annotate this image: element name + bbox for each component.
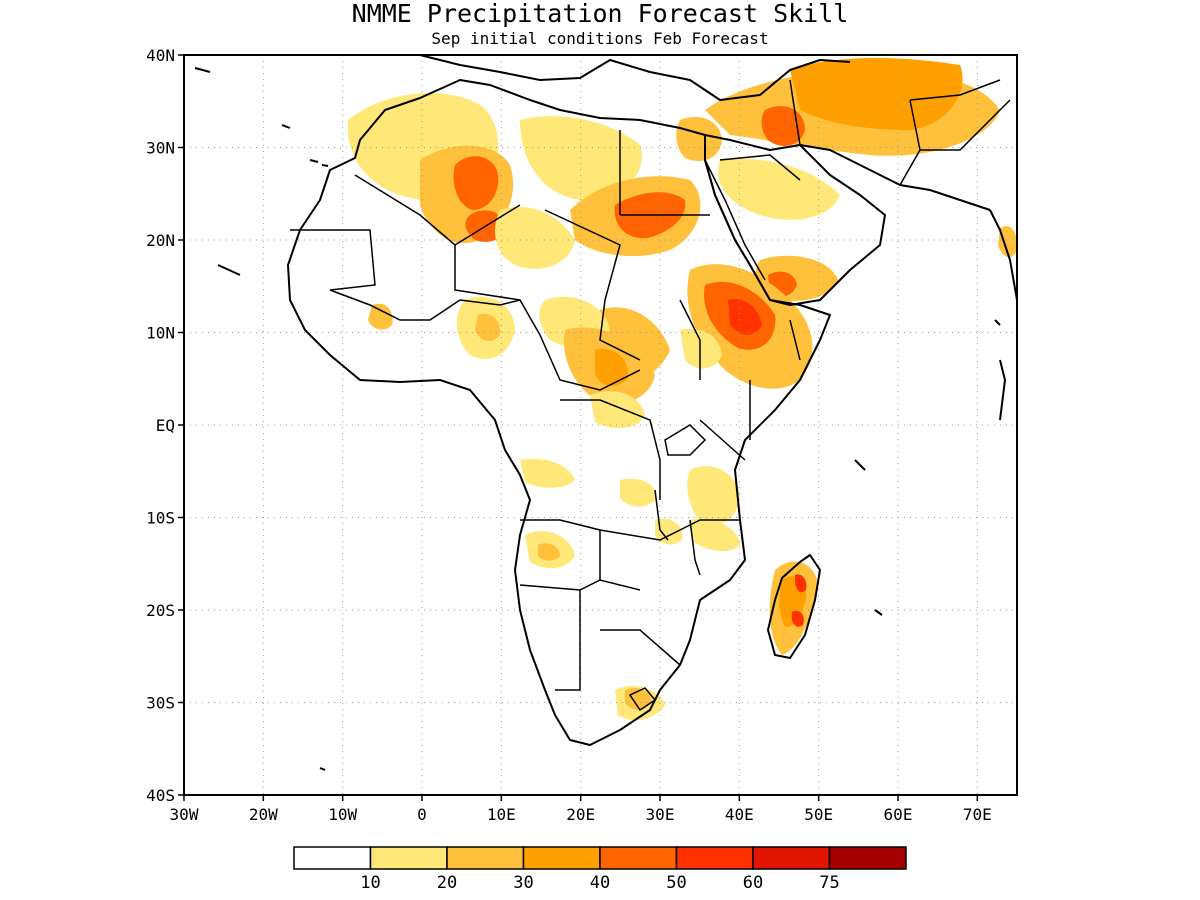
- skill-area-nigeria-core: [475, 313, 501, 342]
- lon-tick-label: 0: [417, 805, 427, 824]
- border-afghanistan: [909, 79, 1001, 101]
- color-legend: 10 20 30 40 50 60 75: [293, 846, 907, 893]
- colorbar-label: 75: [819, 873, 839, 893]
- india-coastline: [989, 209, 1017, 301]
- lon-tick-label: 30W: [170, 805, 199, 824]
- lon-tick-label: 20E: [566, 805, 595, 824]
- colorbar-label: 40: [590, 873, 610, 893]
- border-red-sea: [704, 159, 766, 281]
- lon-tick-label: 20W: [249, 805, 278, 824]
- skill-area-drc-north: [590, 391, 645, 429]
- lat-tick-label: 10N: [146, 324, 175, 343]
- lon-tick-label: 10E: [487, 805, 516, 824]
- colorbar-label: 10: [360, 873, 380, 893]
- colorbar-swatch: [369, 846, 448, 870]
- colorbar-swatch: [599, 846, 678, 870]
- border-sudan-chad: [599, 299, 641, 361]
- small-islands: [194, 67, 1007, 771]
- border-mauritania: [290, 229, 376, 291]
- lat-tick-label: 30S: [146, 694, 175, 713]
- canary-islands: [309, 159, 329, 167]
- colorbar-swatch: [446, 846, 525, 870]
- lat-tick-label: 20N: [146, 231, 175, 250]
- border-central: [539, 334, 641, 391]
- lon-tick-label: 10W: [328, 805, 357, 824]
- border-libya-chad: [544, 209, 621, 301]
- border-sudan-ethiopia: [679, 299, 701, 380]
- lon-tick-label: 30E: [646, 805, 675, 824]
- skill-area-saudi: [718, 158, 840, 220]
- border-botswana-sa: [600, 629, 681, 666]
- map-title: NMME Precipitation Forecast Skill: [352, 0, 849, 28]
- lat-tick-label: 10S: [146, 509, 175, 528]
- border-lake-tanganyika: [654, 489, 669, 541]
- lon-tick-label: 70E: [963, 805, 992, 824]
- colorbar-swatch: [828, 846, 907, 870]
- skill-area-congo: [520, 458, 575, 488]
- skill-area-sinai: [676, 116, 722, 161]
- skill-area-sahara-core: [453, 156, 499, 210]
- lon-tick-label: 60E: [884, 805, 913, 824]
- colorbar-label: 60: [743, 873, 763, 893]
- border-congo-angola: [520, 519, 601, 580]
- border-zambia: [599, 519, 740, 541]
- colorbar-label: 30: [513, 873, 533, 893]
- lat-tick-label: 20S: [146, 601, 175, 620]
- border-kenya-tanzania: [699, 419, 746, 461]
- skill-area-india: [998, 226, 1017, 258]
- skill-area-zambia: [620, 478, 656, 507]
- skill-area-ethiopia-core: [728, 299, 762, 335]
- skill-area-malawi: [655, 518, 683, 545]
- lat-tick-label: 40S: [146, 786, 175, 805]
- skill-area-madagascar-south: [791, 610, 804, 627]
- skill-area-iran: [790, 58, 963, 130]
- border-lake-victoria: [664, 424, 707, 456]
- lat-lon-grid: [184, 55, 1017, 795]
- africa-coastline: [287, 79, 831, 746]
- border-somalia: [789, 319, 801, 361]
- border-namibia-botswana: [555, 590, 581, 691]
- colorbar-swatch: [293, 846, 372, 870]
- lat-tick-label: EQ: [156, 416, 175, 435]
- skill-area-angola-core: [538, 543, 560, 561]
- madagascar-coastline: [767, 554, 821, 659]
- colorbar-swatch: [752, 846, 831, 870]
- skill-area-car-core: [595, 349, 629, 386]
- border-pakistan-india: [920, 99, 1011, 151]
- skill-shading: [347, 58, 1017, 721]
- mediterranean-coastline: [419, 55, 851, 101]
- border-nigeria: [459, 299, 541, 336]
- country-borders: [290, 79, 1011, 712]
- border-saudi-iraq: [719, 154, 801, 181]
- border-angola-namibia: [519, 579, 641, 591]
- skill-area-tanzania: [687, 466, 740, 525]
- lat-tick-label: 40N: [146, 46, 175, 65]
- skill-area-libya: [520, 116, 642, 200]
- border-mali-niger: [454, 245, 521, 301]
- map-subtitle: Sep initial conditions Feb Forecast: [431, 29, 768, 48]
- border-drc: [560, 399, 661, 500]
- lon-tick-label: 40E: [725, 805, 754, 824]
- colorbar-label: 50: [666, 873, 686, 893]
- colorbar-swatch: [675, 846, 754, 870]
- colorbar-label: 20: [437, 873, 457, 893]
- border-iran-iraq: [789, 79, 801, 146]
- skill-area-mozambique: [690, 518, 740, 552]
- skill-area-south-sudan: [680, 328, 722, 369]
- arabia-coastline: [704, 134, 886, 306]
- border-west-africa: [329, 289, 461, 321]
- lon-tick-label: 50E: [804, 805, 833, 824]
- skill-area-guinea: [368, 303, 393, 330]
- border-lake-malawi: [689, 519, 701, 576]
- lat-tick-label: 30N: [146, 139, 175, 158]
- border-lesotho: [628, 687, 657, 712]
- skill-area-madagascar-core: [794, 574, 807, 593]
- skill-area-algeria: [495, 206, 575, 269]
- colorbar-swatch: [522, 846, 601, 870]
- skill-area-iraq: [761, 106, 805, 146]
- border-algeria-mali: [354, 174, 521, 246]
